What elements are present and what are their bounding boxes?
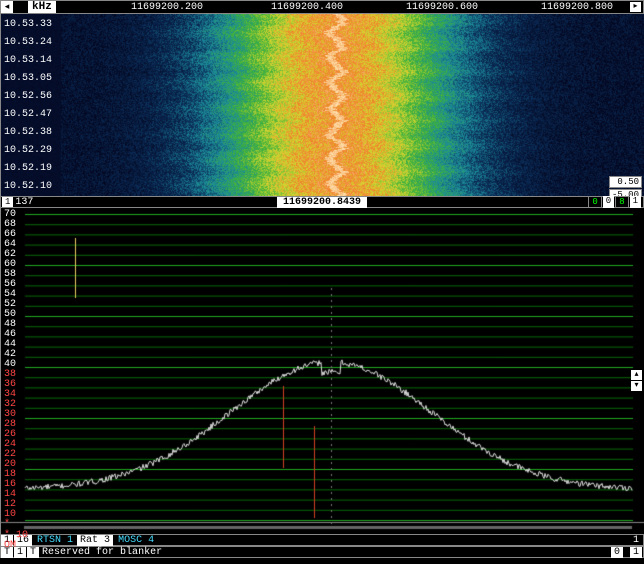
msg-right-2[interactable]: 1 <box>630 547 642 558</box>
center-freq-bar: 1 137 11699200.8439 0 0 8 1 <box>0 196 644 208</box>
waterfall-display <box>0 14 644 196</box>
msg-box-3[interactable]: T <box>27 547 39 558</box>
status-right-num: 1 <box>633 535 639 546</box>
freq-tick: 11699200.200 <box>131 2 203 13</box>
frequency-ruler: ◂ kHz 11699200.200 11699200.400 11699200… <box>0 0 644 14</box>
freq-tick: 11699200.600 <box>406 2 478 13</box>
message-text: Reserved for blanker <box>42 547 162 558</box>
center-frequency-readout[interactable]: 11699200.8439 <box>277 197 367 208</box>
waterfall-time-axis: 10.53.3310.53.2410.53.1410.53.0510.52.56… <box>4 16 52 214</box>
freq-tick: 11699200.800 <box>541 2 613 13</box>
freq-tick: 11699200.400 <box>271 2 343 13</box>
spectrum-down-arrow[interactable]: ▾ <box>631 381 642 391</box>
spectrum-db-axis: 7068666462605856545250484644424038363432… <box>4 210 28 551</box>
divider-left-box[interactable]: 1 <box>2 197 13 207</box>
freq-right-arrow[interactable]: ▸ <box>630 2 641 12</box>
divider-r-b[interactable]: 0 <box>603 196 614 208</box>
freq-left-arrow[interactable]: ◂ <box>1 1 13 13</box>
divider-r-a[interactable]: 0 <box>588 196 601 208</box>
status-rat[interactable]: Rat 3 <box>77 535 113 546</box>
divider-r-c[interactable]: 8 <box>615 196 628 208</box>
unit-label: kHz <box>28 1 56 13</box>
status-cyan-2: MOSC 4 <box>118 535 154 546</box>
msg-right: 0 1 <box>611 547 643 558</box>
status-cyan-1: RTSN 1 <box>37 535 73 546</box>
spectrum-display <box>0 208 644 534</box>
message-bar: T 1 T Reserved for blanker 0 1 <box>0 546 644 558</box>
status-bar: 1 16 RTSN 1 Rat 3 MOSC 4 1 <box>0 534 644 546</box>
spectrum-up-arrow[interactable]: ▴ <box>631 370 642 380</box>
wf-scale-top[interactable]: 0.50 <box>609 176 642 188</box>
divider-num: 137 <box>15 197 33 208</box>
divider-r-d[interactable]: 1 <box>630 196 641 208</box>
divider-right-cluster: 0 0 8 1 <box>588 196 641 208</box>
msg-right-1[interactable]: 0 <box>611 547 623 558</box>
